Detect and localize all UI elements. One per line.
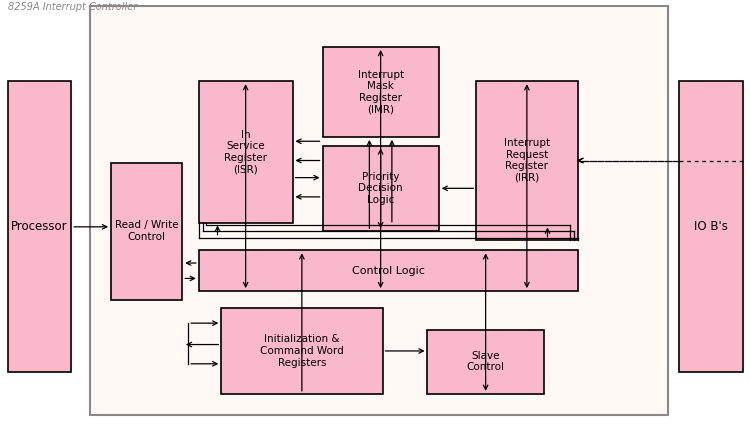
Bar [199,81,292,223]
Bar [476,81,578,240]
Text: Interrupt
Mask
Register
(IMR): Interrupt Mask Register (IMR) [358,70,404,114]
Bar [221,308,382,394]
Bar [111,163,182,300]
Text: Interrupt
Request
Register
(IRR): Interrupt Request Register (IRR) [504,138,550,183]
Bar [427,330,544,394]
Text: Slave
Control: Slave Control [466,351,505,372]
Text: Control Logic: Control Logic [352,266,424,276]
Bar [322,146,439,231]
Text: Read / Write
Control: Read / Write Control [115,220,178,242]
Text: 8259A Interrupt Controller: 8259A Interrupt Controller [8,2,136,12]
Bar [322,47,439,137]
Bar [199,250,578,291]
Bar [679,81,742,372]
Text: Processor: Processor [11,220,68,233]
Bar [8,81,71,372]
Bar [90,6,668,415]
Text: Initialization &
Command Word
Registers: Initialization & Command Word Registers [260,334,344,368]
Text: In
Service
Register
(ISR): In Service Register (ISR) [224,130,267,174]
Text: IO B's: IO B's [694,220,728,233]
Text: Priority
Decision
Logic: Priority Decision Logic [358,172,403,205]
